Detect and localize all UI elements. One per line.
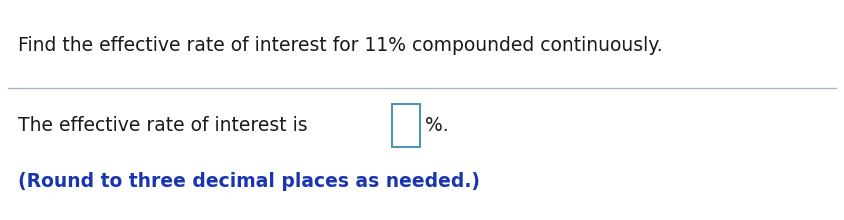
Text: %.: %. [425,116,449,135]
Text: The effective rate of interest is: The effective rate of interest is [19,116,314,135]
Text: Find the effective rate of interest for 11% compounded continuously.: Find the effective rate of interest for … [19,36,663,55]
Text: (Round to three decimal places as needed.): (Round to three decimal places as needed… [19,172,480,191]
FancyBboxPatch shape [392,104,420,147]
